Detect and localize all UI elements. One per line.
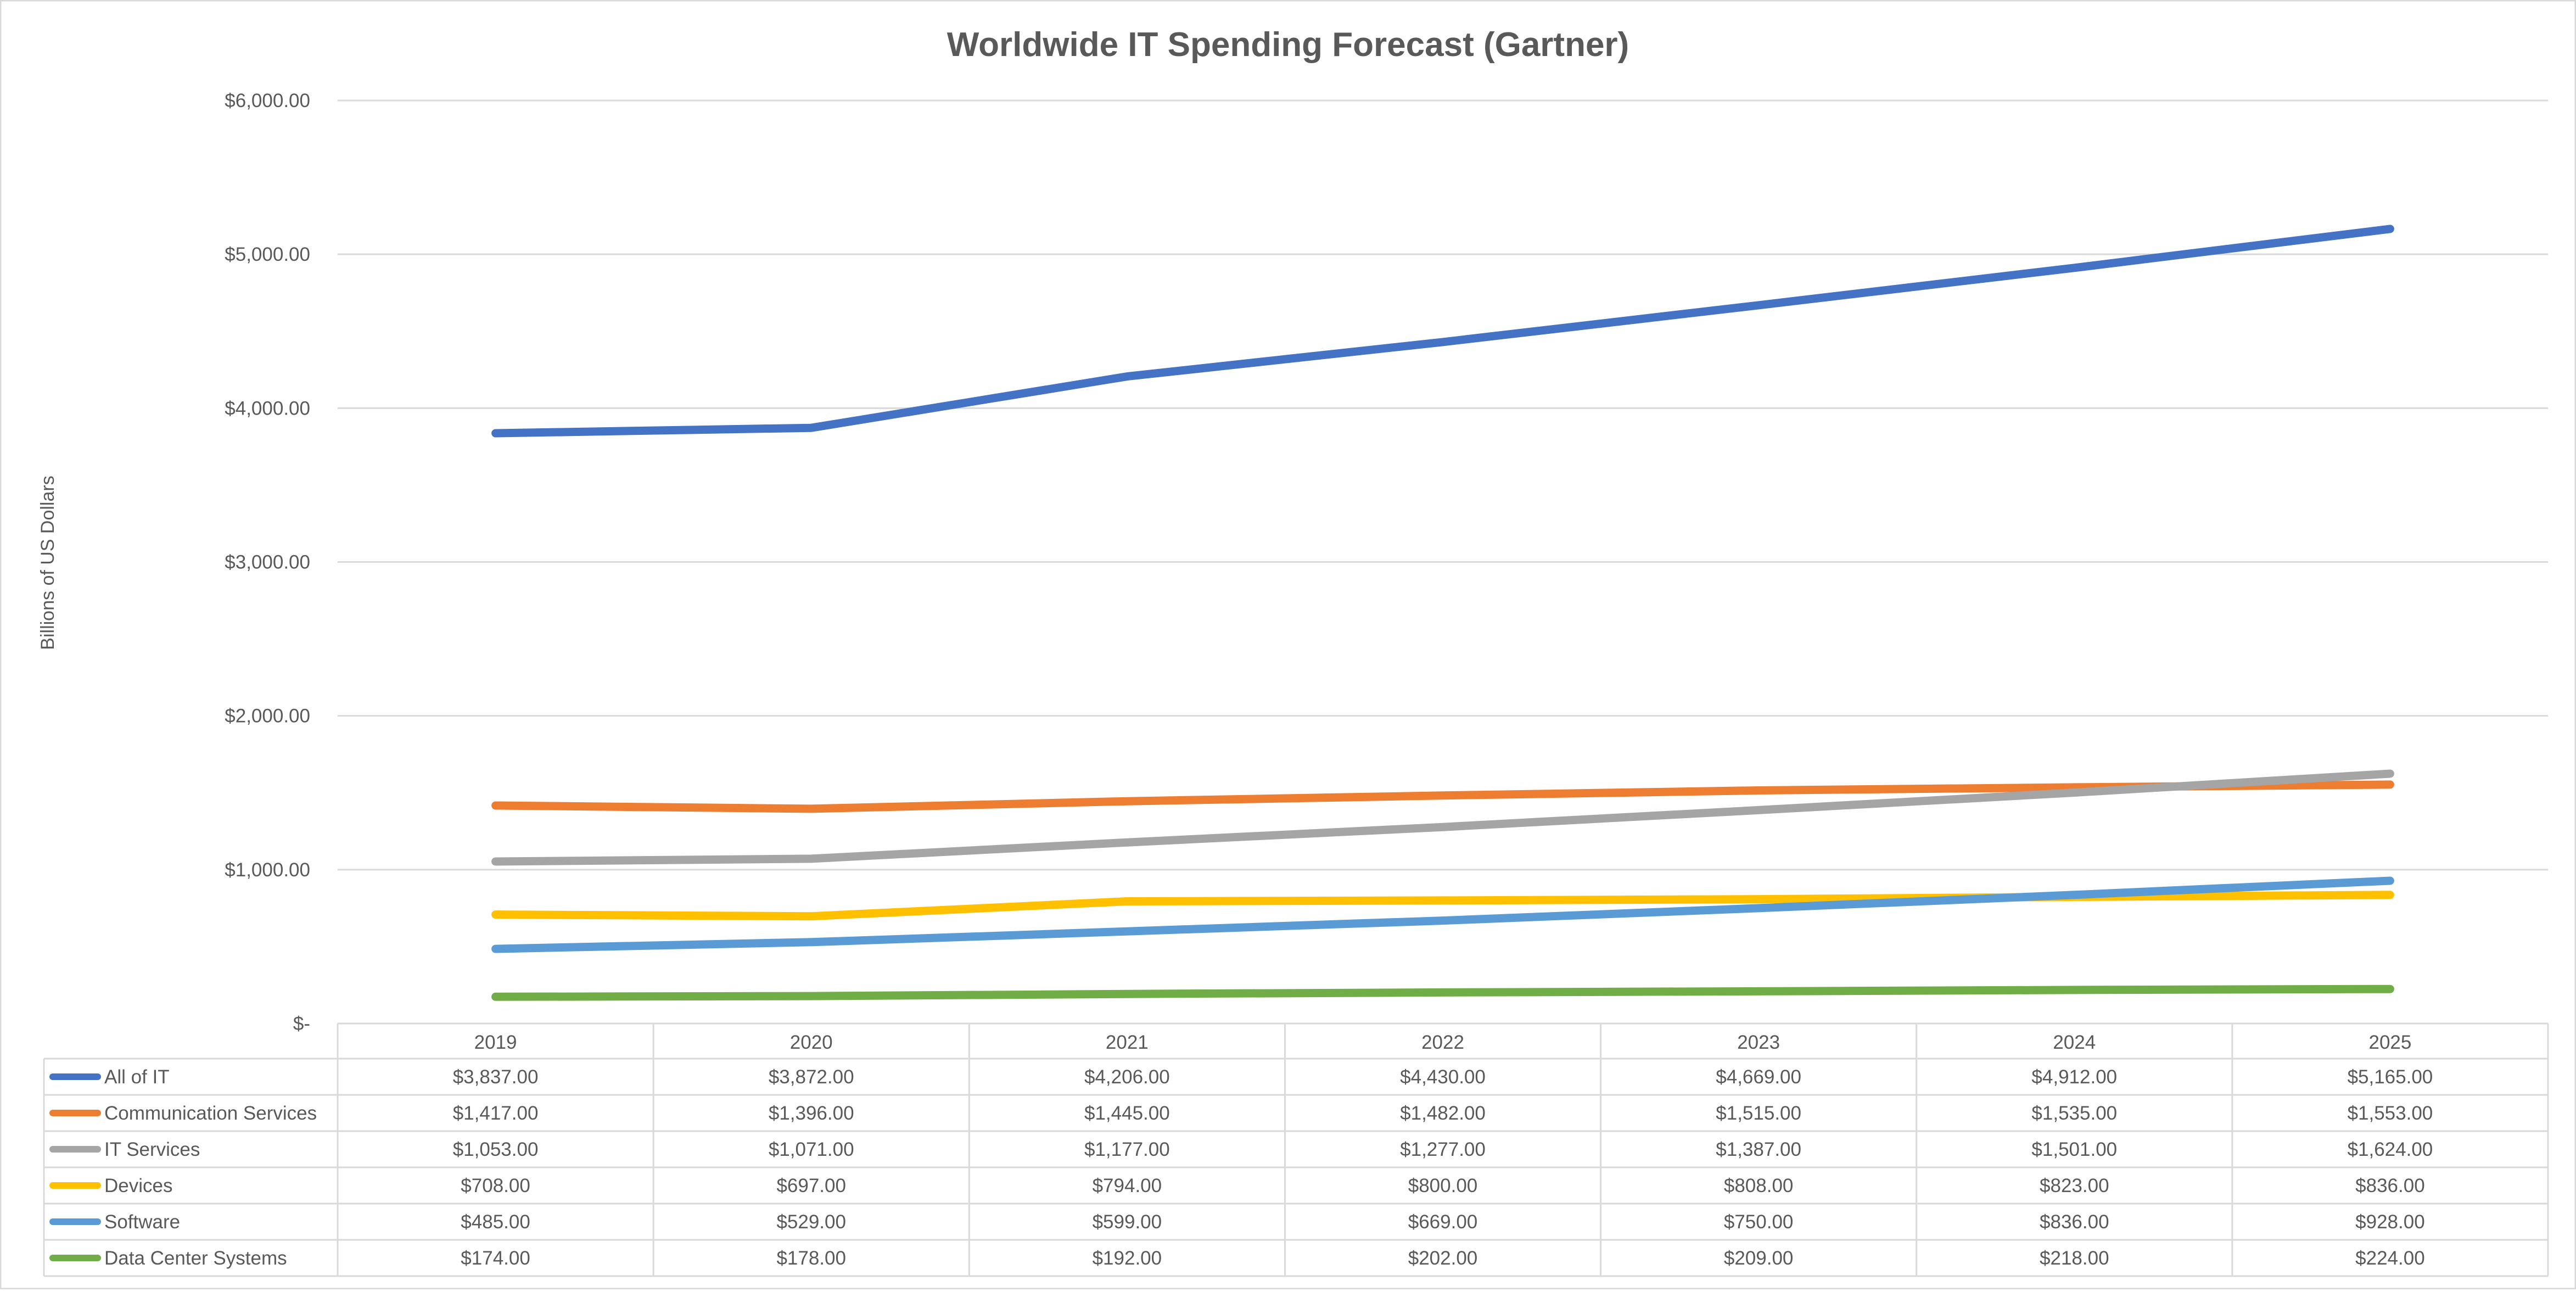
data-label: $209.00 <box>1724 1248 1794 1269</box>
series-line <box>491 780 2394 813</box>
series-line <box>491 769 2394 866</box>
data-label: $1,501.00 <box>2031 1139 2117 1160</box>
y-tick-label: $2,000.00 <box>225 706 310 727</box>
y-axis-label: Billions of US Dollars <box>37 476 58 650</box>
y-tick-label: $3,000.00 <box>225 552 310 573</box>
data-label: $1,445.00 <box>1084 1103 1170 1124</box>
legend-entry: Data Center Systems <box>104 1248 287 1269</box>
y-tick-label: $- <box>293 1013 310 1034</box>
data-label: $928.00 <box>2355 1211 2425 1233</box>
series-lines <box>491 225 2394 1001</box>
legend-entry: All of IT <box>104 1066 170 1088</box>
data-label: $1,053.00 <box>453 1139 539 1160</box>
legend-entry: Communication Services <box>104 1103 317 1124</box>
data-label: $750.00 <box>1724 1211 1794 1233</box>
x-tick-label: 2021 <box>1106 1032 1149 1053</box>
x-tick-label: 2024 <box>2053 1032 2096 1053</box>
data-label: $1,515.00 <box>1716 1103 1801 1124</box>
data-label: $178.00 <box>776 1248 846 1269</box>
x-tick-label: 2025 <box>2368 1032 2411 1053</box>
data-label: $599.00 <box>1093 1211 1162 1233</box>
data-label: $4,912.00 <box>2031 1066 2117 1088</box>
data-label: $808.00 <box>1724 1175 1794 1196</box>
data-label: $1,177.00 <box>1084 1139 1170 1160</box>
data-label: $823.00 <box>2040 1175 2109 1196</box>
y-tick-label: $1,000.00 <box>225 859 310 881</box>
y-tick-label: $6,000.00 <box>225 90 310 111</box>
data-label: $4,669.00 <box>1716 1066 1801 1088</box>
legend-entry: Devices <box>104 1175 172 1196</box>
data-label: $224.00 <box>2355 1248 2425 1269</box>
data-label: $202.00 <box>1408 1248 1478 1269</box>
data-label: $1,071.00 <box>769 1139 854 1160</box>
data-label: $1,553.00 <box>2348 1103 2433 1124</box>
data-label: $4,206.00 <box>1084 1066 1170 1088</box>
data-label: $1,624.00 <box>2348 1139 2433 1160</box>
data-label: $836.00 <box>2040 1211 2109 1233</box>
x-tick-label: 2022 <box>1421 1032 1464 1053</box>
data-label: $708.00 <box>461 1175 530 1196</box>
y-axis-ticks: $- $1,000.00 $2,000.00 $3,000.00 $4,000.00 $5… <box>225 90 310 1034</box>
data-label: $794.00 <box>1093 1175 1162 1196</box>
data-label: $697.00 <box>776 1175 846 1196</box>
series-line <box>491 225 2394 438</box>
gridlines <box>338 99 2548 871</box>
chart-title: Worldwide IT Spending Forecast (Gartner) <box>947 26 1629 64</box>
data-label: $1,417.00 <box>453 1103 539 1124</box>
y-tick-label: $5,000.00 <box>225 244 310 265</box>
legend-entry: Software <box>104 1211 180 1233</box>
x-tick-label: 2020 <box>790 1032 833 1053</box>
legend-entry: IT Services <box>104 1139 200 1160</box>
data-label: $1,482.00 <box>1400 1103 1486 1124</box>
data-label: $3,872.00 <box>769 1066 854 1088</box>
data-label: $192.00 <box>1093 1248 1162 1269</box>
data-label: $174.00 <box>461 1248 530 1269</box>
data-label: $529.00 <box>776 1211 846 1233</box>
data-label: $1,535.00 <box>2031 1103 2117 1124</box>
x-tick-label: 2019 <box>474 1032 517 1053</box>
series-line <box>491 985 2394 1001</box>
data-table: 2019 2020 2021 2022 2023 2024 2025 All of IT $3,… <box>43 1022 2549 1277</box>
data-label: $669.00 <box>1408 1211 1478 1233</box>
y-tick-label: $4,000.00 <box>225 398 310 419</box>
x-tick-label: 2023 <box>1737 1032 1780 1053</box>
data-label: $836.00 <box>2355 1175 2425 1196</box>
data-label: $5,165.00 <box>2348 1066 2433 1088</box>
data-label: $3,837.00 <box>453 1066 539 1088</box>
data-label: $4,430.00 <box>1400 1066 1486 1088</box>
data-label: $218.00 <box>2040 1248 2109 1269</box>
data-label: $485.00 <box>461 1211 530 1233</box>
data-label: $1,396.00 <box>769 1103 854 1124</box>
data-label: $1,277.00 <box>1400 1139 1486 1160</box>
data-label: $800.00 <box>1408 1175 1478 1196</box>
series-line <box>491 876 2394 953</box>
data-label: $1,387.00 <box>1716 1139 1801 1160</box>
